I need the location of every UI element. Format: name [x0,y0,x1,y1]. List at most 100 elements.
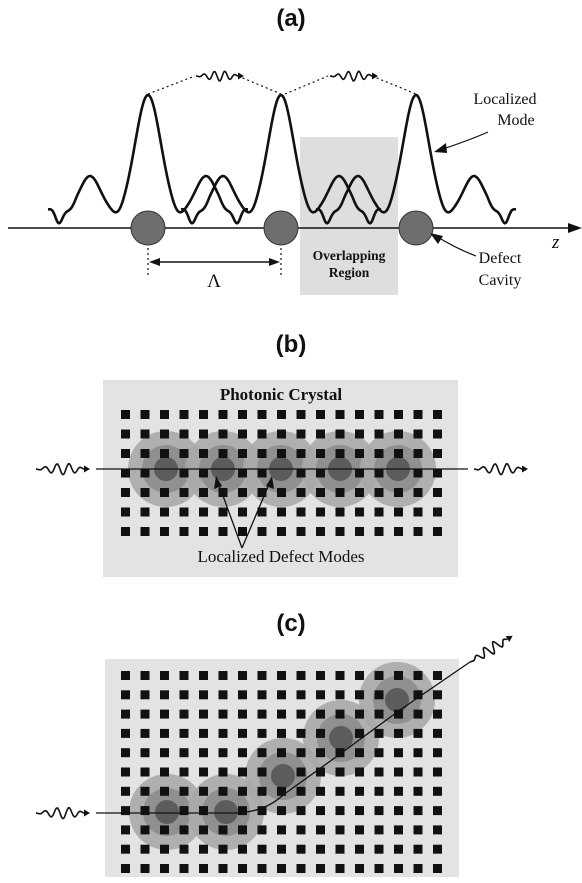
crystal-rod-c [179,825,189,835]
crystal-rod-c [296,786,306,796]
crystal-rod-c [140,709,150,719]
crystal-rod-b [335,507,345,517]
crystal-rod-c [413,748,423,758]
waveguide-path-c [96,661,471,814]
crystal-rod-c [199,825,208,835]
panel-a: (a) z Λ Overlapping Region Lo [8,5,582,295]
crystal-rod-b [179,468,189,478]
crystal-rod-c [218,825,228,835]
defect-mode-c-5-core [385,688,409,712]
crystal-rod-c [296,864,306,873]
crystal-rod-b [238,449,247,458]
input-output-wavelets-c [35,635,513,820]
crystal-rod-b [277,410,286,419]
defect-cavity-2 [263,210,299,246]
crystal-rod-b [433,527,442,536]
crystal-rod-b [218,527,228,536]
crystal-rod-c [238,728,247,738]
crystal-rod-c [179,767,189,777]
crystal-rod-b [355,410,364,419]
crystal-rod-c [179,671,189,680]
crystal-rod-b [413,410,423,419]
crystal-rod-c [121,728,130,738]
crystal-rod-c [160,728,169,738]
crystal-rod-b [140,507,150,517]
crystal-rod-b [374,527,384,536]
crystal-rod-c [121,748,130,758]
crystal-rod-b [238,410,247,419]
crystal-rod-c [277,728,286,738]
crystal-rod-c [277,864,286,873]
crystal-rod-b [316,410,325,419]
crystal-rod-b [257,449,267,458]
crystal-rod-c [121,690,130,700]
localized-mode-label-2: Mode [497,112,534,129]
crystal-rod-c [413,844,423,854]
crystal-rod-c [199,864,208,873]
crystal-rod-b [433,449,442,458]
crystal-rod-c [296,825,306,835]
crystal-rod-b [277,429,286,439]
crystal-rod-c [316,671,325,680]
crystal-rod-c [238,671,247,680]
crystal-rod-b [257,429,267,439]
crystal-rod-c [394,728,403,738]
crystal-rod-c [121,806,130,816]
crystal-rod-c [433,728,442,738]
crystal-rod-b [296,429,306,439]
crystal-rod-b [160,527,169,536]
crystal-rod-c [335,709,345,719]
crystal-rod-b [218,488,228,497]
crystal-rod-c [355,864,364,873]
crystal-rod-b [394,527,403,536]
crystal-rod-c [413,690,423,700]
crystal-rod-c [121,671,130,680]
crystal-rod-c [199,806,208,816]
crystal-rod-c [413,806,423,816]
mode-pointer-head-1 [214,476,222,489]
crystal-rod-b [121,410,130,419]
crystal-rod-b [179,449,189,458]
crystal-rod-c [335,671,345,680]
crystal-rod-b [335,527,345,536]
crystal-rod-c [218,671,228,680]
crystal-rod-b [160,410,169,419]
input-wavelet-b-head [84,465,90,473]
crystal-rod-c [296,806,306,816]
crystal-rod-b [257,410,267,419]
crystal-rod-b [355,429,364,439]
crystal-rod-c [238,825,247,835]
defect-cavity-label-2: Cavity [479,272,522,289]
crystal-rod-c [121,709,130,719]
crystal-rod-c [140,767,150,777]
crystal-rod-c [257,709,267,719]
crystal-rod-c [160,748,169,758]
crystal-rod-b [179,410,189,419]
defect-cavity-1 [130,210,166,246]
crystal-rod-c [433,671,442,680]
crystal-rod-b [277,507,286,517]
crystal-rod-b [433,507,442,517]
crystal-rod-c [179,709,189,719]
crystal-rod-c [199,728,208,738]
crystal-rod-b [433,468,442,478]
crystal-rod-b [413,449,423,458]
crystal-rod-b [296,410,306,419]
crystal-rod-c [140,844,150,854]
crystal-rod-b [316,429,325,439]
defect-mode-c-1-core [155,800,179,824]
crystal-rod-c [413,786,423,796]
crystal-rod-c [316,767,325,777]
crystal-rod-b [199,488,208,497]
crystal-rod-b [296,468,306,478]
z-axis-label: z [551,232,560,253]
defect-cavity-3 [398,210,434,246]
crystal-rod-b [413,429,423,439]
crystal-rod-c [121,864,130,873]
crystal-rod-b [238,468,247,478]
modes-label-bg [144,543,410,569]
crystal-rod-b [433,410,442,419]
crystal-rod-b [160,429,169,439]
crystal-rod-b [433,429,442,439]
crystal-rod-b [179,488,189,497]
